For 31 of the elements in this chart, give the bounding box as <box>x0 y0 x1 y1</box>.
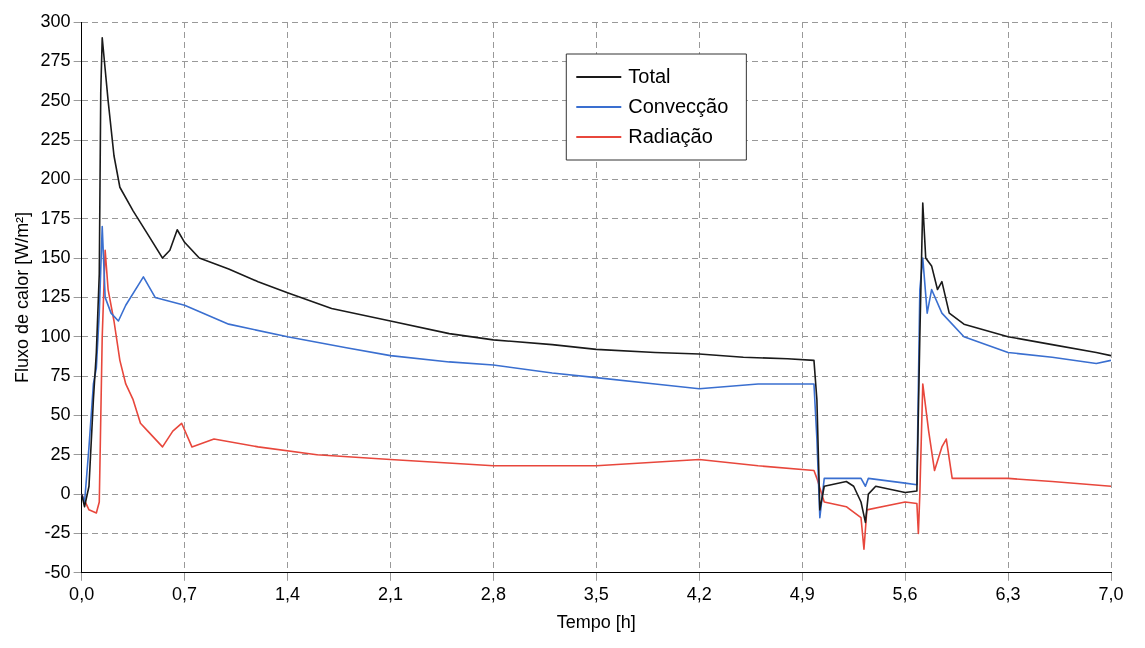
y-tick-label: -50 <box>44 561 71 582</box>
legend-label: Radiação <box>628 124 713 147</box>
y-tick-label: 75 <box>50 365 71 386</box>
x-tick-label: 2,8 <box>480 583 506 604</box>
x-tick-label: 0,0 <box>69 583 95 604</box>
x-tick-label: 2,1 <box>377 583 403 604</box>
y-tick-label: 100 <box>40 325 71 346</box>
y-tick-label: 250 <box>40 89 71 110</box>
y-tick-label: 125 <box>40 286 71 307</box>
y-tick-label: -25 <box>44 522 71 543</box>
y-tick-label: 175 <box>40 207 71 228</box>
y-tick-label: 50 <box>50 404 71 425</box>
y-tick-label: 300 <box>40 10 71 31</box>
y-axis-title: Fluxo de calor [W/m²] <box>11 211 32 383</box>
x-tick-label: 0,7 <box>172 583 198 604</box>
x-tick-label: 4,2 <box>686 583 712 604</box>
legend-label: Convecção <box>628 94 729 117</box>
y-tick-label: 275 <box>40 50 71 71</box>
x-tick-label: 3,5 <box>583 583 609 604</box>
x-tick-label: 6,3 <box>995 583 1021 604</box>
x-tick-label: 7,0 <box>1098 583 1124 604</box>
y-tick-label: 150 <box>40 247 71 268</box>
y-tick-label: 25 <box>50 443 71 464</box>
y-tick-label: 200 <box>40 168 71 189</box>
x-tick-label: 1,4 <box>274 583 301 604</box>
y-tick-label: 0 <box>60 483 71 504</box>
x-tick-label: 4,9 <box>789 583 815 604</box>
legend-label: Total <box>628 64 671 87</box>
y-tick-label: 225 <box>40 129 71 149</box>
x-axis-title: Tempo [h] <box>556 612 636 633</box>
x-tick-label: 5,6 <box>892 583 918 604</box>
